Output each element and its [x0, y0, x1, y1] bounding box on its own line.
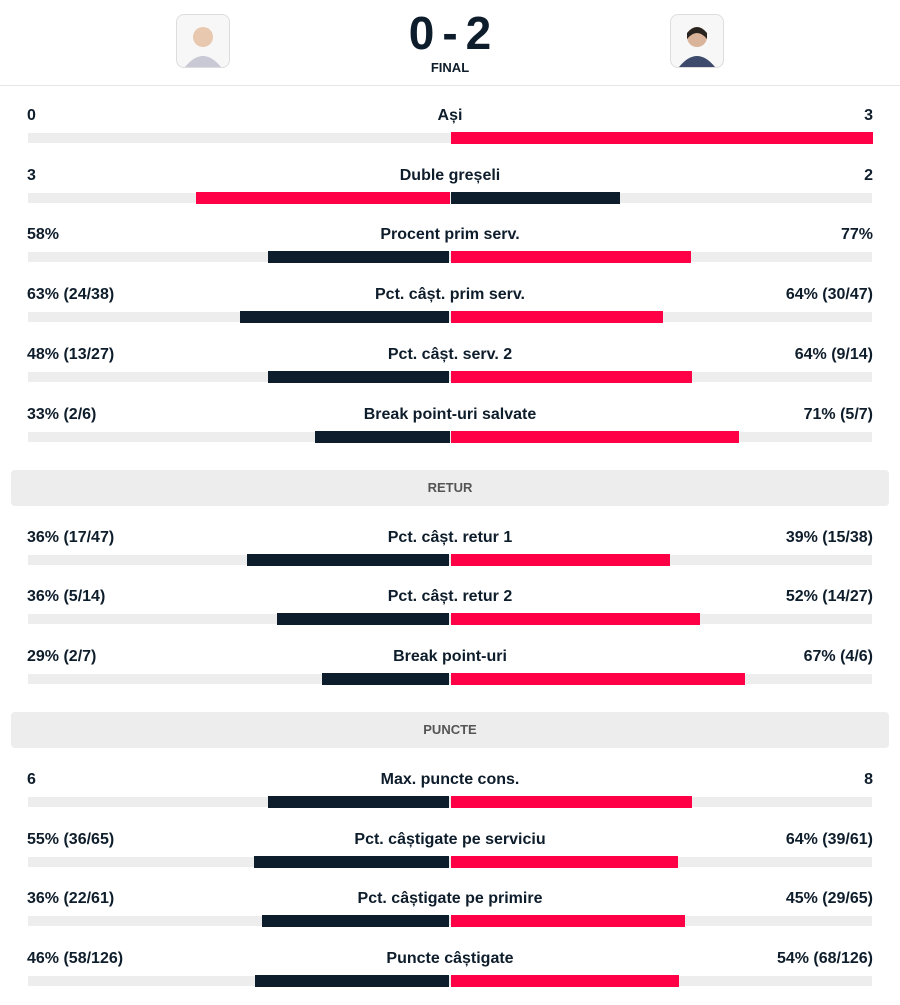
stat-value-right: 2 [864, 166, 873, 184]
stat-value-right: 45% (29/65) [785, 890, 873, 908]
section-header [11, 711, 889, 748]
section-title: RETUR [427, 479, 473, 495]
stat-label: Duble greșeli [399, 166, 501, 184]
match-status: FINAL [430, 60, 470, 75]
section-header [11, 469, 889, 506]
stat-label: Pct. câșt. prim serv. [375, 286, 525, 304]
bar-left [255, 975, 450, 987]
stat-label: Break point-uri salvate [363, 405, 537, 423]
stat-label: Puncte câștigate [386, 950, 514, 967]
stat-value-left: 3 [27, 166, 36, 184]
stat-label: Pct. câșt. retur 1 [387, 528, 513, 546]
bar-left [276, 613, 450, 626]
bar-track [28, 312, 872, 323]
stat-value-left: 55% (36/65) [27, 830, 115, 848]
stat-value-left: 36% (22/61) [27, 890, 115, 908]
bar-right [451, 430, 739, 443]
stat-value-right: 64% (9/14) [794, 345, 873, 363]
stat-label: Pct. câștigate pe serviciu [354, 830, 546, 848]
bar-track [28, 856, 872, 867]
bar-right [451, 855, 678, 868]
bar-track [28, 431, 872, 442]
stat-value-left: 36% (17/47) [27, 528, 115, 546]
bar-left [246, 553, 450, 566]
bar-left [196, 191, 450, 204]
bar-right [451, 795, 692, 808]
header-divider [0, 85, 900, 86]
stat-value-right: 71% (5/7) [803, 405, 873, 423]
bar-track [28, 133, 872, 143]
stat-label: Ași [437, 107, 463, 124]
score-left: 0 [408, 7, 435, 59]
stat-value-left: 63% (24/38) [27, 286, 115, 304]
stat-value-left: 58% [27, 226, 60, 244]
stat-value-left: 29% (2/7) [27, 647, 97, 665]
bar-right [451, 251, 692, 264]
bar-right [451, 975, 679, 987]
bar-left [321, 672, 450, 685]
stat-value-right: 64% (30/47) [785, 286, 873, 304]
bar-left [254, 855, 450, 868]
stat-label: Pct. câșt. retur 2 [387, 588, 513, 606]
score-dash: - [442, 7, 458, 59]
bar-track [28, 916, 872, 927]
bar-track [28, 371, 872, 382]
bar-track [28, 976, 872, 986]
bar-right [451, 613, 701, 626]
stat-value-right: 64% (39/61) [785, 830, 873, 848]
bar-track [28, 796, 872, 807]
bar-right [451, 915, 686, 928]
stat-label: Procent prim serv. [380, 226, 520, 244]
stat-value-right: 54% (68/126) [776, 950, 873, 967]
stat-value-left: 33% (2/6) [27, 405, 97, 423]
score: 0-2 [400, 8, 500, 58]
stat-value-left: 6 [27, 770, 36, 788]
stat-label: Pct. câștigate pe primire [357, 890, 543, 908]
bar-left [267, 251, 450, 264]
bar-left [268, 795, 450, 808]
score-right: 2 [465, 7, 492, 59]
bar-right [451, 311, 664, 324]
bar-left [261, 915, 450, 928]
bar-right [451, 553, 671, 566]
player-left-avatar [176, 14, 230, 68]
bar-track [28, 192, 872, 203]
stat-value-right: 52% (14/27) [785, 588, 873, 606]
bar-right [451, 672, 746, 685]
bar-right [451, 370, 692, 383]
bar-right [451, 191, 620, 204]
stat-value-left: 36% (5/14) [27, 588, 106, 606]
bar-right [451, 132, 873, 144]
bar-track [28, 673, 872, 684]
player-right-avatar [670, 14, 724, 68]
stat-value-left: 48% (13/27) [27, 345, 115, 363]
stat-label: Pct. câșt. serv. 2 [387, 345, 513, 363]
stat-value-right: 8 [864, 770, 873, 788]
bar-track [28, 554, 872, 565]
stat-value-right: 77% [840, 226, 873, 244]
bar-track [28, 614, 872, 625]
bar-left [268, 370, 450, 383]
stat-label: Break point-uri [393, 647, 507, 665]
stat-value-right: 39% (15/38) [785, 528, 873, 546]
bar-track [28, 252, 872, 263]
stat-value-left: 0 [27, 107, 36, 124]
bar-left [315, 430, 450, 443]
bar-left [239, 311, 450, 324]
stat-value-right: 67% (4/6) [803, 647, 873, 665]
stat-label: Max. puncte cons. [380, 770, 520, 788]
stat-value-left: 46% (58/126) [27, 950, 124, 967]
section-title: PUNCTE [423, 721, 477, 737]
avatar-icon [185, 27, 221, 67]
avatar-icon [679, 27, 715, 67]
stat-value-right: 3 [864, 107, 873, 124]
